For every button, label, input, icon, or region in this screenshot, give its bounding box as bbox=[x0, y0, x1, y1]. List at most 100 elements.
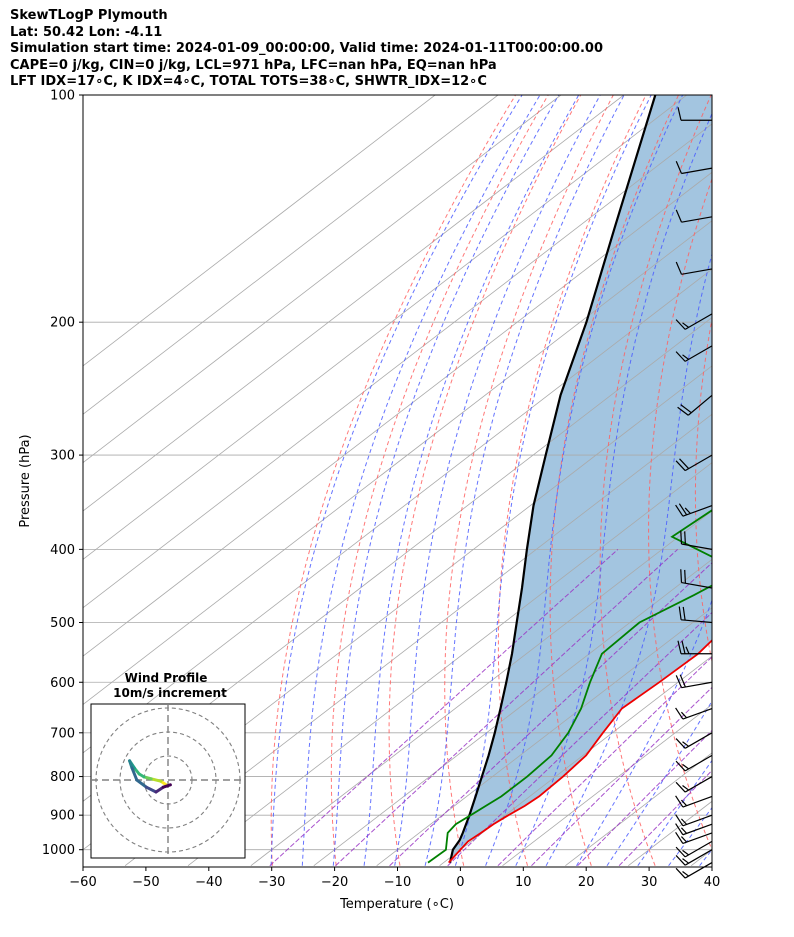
barb-full bbox=[675, 675, 683, 688]
barb-half bbox=[684, 507, 691, 514]
barb-staff bbox=[681, 167, 713, 175]
barb-staff bbox=[684, 754, 713, 772]
barb-half bbox=[682, 741, 689, 747]
dry-adiabat-line bbox=[648, 177, 712, 851]
mixing-ratio-line bbox=[335, 549, 678, 867]
x-tick-label: −30 bbox=[258, 875, 285, 890]
x-tick-label: −10 bbox=[384, 875, 411, 890]
barb-half bbox=[682, 871, 689, 877]
moist-adiabat-line bbox=[332, 95, 560, 866]
barb-staff bbox=[682, 832, 713, 845]
y-tick-label: 500 bbox=[50, 616, 75, 631]
x-axis-label: Temperature (∘C) bbox=[339, 897, 454, 912]
isotherm-line bbox=[83, 95, 436, 367]
moist-adiabat-line bbox=[301, 95, 541, 866]
wind-barb bbox=[677, 640, 712, 655]
dry-adiabat-line bbox=[785, 95, 794, 866]
x-tick-label: 20 bbox=[578, 875, 595, 890]
indices-line-1: CAPE=0 j/kg, CIN=0 j/kg, LCL=971 hPa, LF… bbox=[10, 57, 497, 73]
wind-barb bbox=[675, 161, 713, 175]
dry-adiabat-line bbox=[330, 95, 549, 866]
barb-staff bbox=[684, 454, 713, 472]
barb-full bbox=[675, 261, 683, 275]
barb-half bbox=[680, 711, 688, 719]
barb-full bbox=[675, 504, 684, 517]
x-tick-label: −40 bbox=[195, 875, 222, 890]
y-tick-label: 600 bbox=[50, 676, 75, 691]
wind-barb bbox=[675, 831, 713, 845]
barb-full bbox=[682, 606, 686, 621]
moist-adiabat-line bbox=[485, 95, 684, 866]
y-tick-label: 700 bbox=[50, 726, 75, 741]
chart-title: SkewTLogP Plymouth bbox=[10, 8, 168, 23]
barb-full bbox=[675, 855, 686, 866]
barb-half bbox=[680, 827, 688, 834]
chart-header: SkewTLogP Plymouth Lat: 50.42 Lon: -4.11… bbox=[10, 8, 603, 91]
y-tick-label: 1000 bbox=[42, 843, 75, 858]
barb-full bbox=[675, 823, 684, 836]
time-line: Simulation start time: 2024-01-09_00:00:… bbox=[10, 41, 603, 56]
barb-full bbox=[684, 569, 687, 584]
wind-barb bbox=[677, 107, 712, 121]
x-tick-label: −50 bbox=[132, 875, 159, 890]
barb-half bbox=[682, 763, 689, 770]
barb-half bbox=[680, 799, 688, 807]
temperature-profile-line bbox=[448, 639, 712, 864]
barb-staff bbox=[682, 814, 713, 827]
wind-barb bbox=[680, 530, 713, 550]
x-tick-label: −20 bbox=[321, 875, 348, 890]
axes: −60 −50 −40 −30 −20 −10 0 10 20 30 40 100 200 300 400 5… bbox=[42, 89, 720, 891]
moist-adiabat-line bbox=[394, 95, 601, 866]
wind-barb bbox=[675, 209, 713, 223]
barb-full bbox=[675, 161, 683, 174]
moist-adiabat-line bbox=[606, 700, 712, 866]
barb-staff bbox=[682, 795, 713, 808]
isotherm-line bbox=[376, 607, 712, 867]
hodograph-segment bbox=[161, 783, 172, 789]
dry-adiabat-line bbox=[270, 95, 517, 866]
barb-full bbox=[675, 351, 686, 362]
isotherm-line bbox=[83, 95, 562, 464]
plot-area bbox=[83, 95, 794, 867]
wind-barb bbox=[675, 674, 713, 689]
wind-barb bbox=[680, 569, 713, 589]
barb-full bbox=[684, 531, 687, 545]
isotherm-line bbox=[250, 510, 712, 867]
barb-full bbox=[675, 460, 686, 471]
wind-barb bbox=[678, 606, 713, 624]
wind-barb bbox=[675, 454, 713, 472]
barb-full bbox=[675, 814, 684, 827]
barb-half bbox=[682, 849, 689, 856]
barb-full bbox=[680, 404, 692, 414]
hodograph-segment bbox=[135, 778, 148, 789]
isotherm-line bbox=[313, 558, 712, 867]
barb-full bbox=[677, 107, 682, 121]
wind-barb bbox=[675, 840, 713, 858]
barb-staff bbox=[687, 394, 713, 416]
dry-adiabat-line bbox=[388, 95, 582, 866]
dry-adiabat-line bbox=[497, 95, 647, 866]
hodograph-title: Wind Profile bbox=[125, 671, 208, 685]
mixing-ratio-line bbox=[618, 769, 712, 867]
isotherm-line bbox=[83, 171, 712, 657]
wind-barb bbox=[675, 261, 713, 275]
wind-barb bbox=[675, 862, 713, 879]
y-tick-label: 900 bbox=[50, 809, 75, 824]
wind-barb bbox=[675, 776, 713, 793]
y-tick-label: 300 bbox=[50, 449, 75, 464]
barb-full bbox=[678, 606, 682, 620]
x-tick-label: −60 bbox=[69, 875, 96, 890]
wind-barb bbox=[675, 795, 713, 808]
barb-full bbox=[675, 795, 684, 808]
barb-staff bbox=[682, 823, 713, 836]
barb-staff bbox=[681, 582, 713, 589]
wind-barb bbox=[675, 814, 713, 827]
barb-staff bbox=[684, 732, 713, 749]
dry-adiabat-line bbox=[444, 95, 614, 866]
x-tick-label: 40 bbox=[704, 875, 721, 890]
barb-staff bbox=[681, 619, 713, 624]
x-tick-label: 0 bbox=[456, 875, 464, 890]
y-tick-label: 100 bbox=[50, 89, 75, 104]
dry-adiabat-line bbox=[599, 95, 712, 866]
barb-staff bbox=[681, 216, 713, 223]
